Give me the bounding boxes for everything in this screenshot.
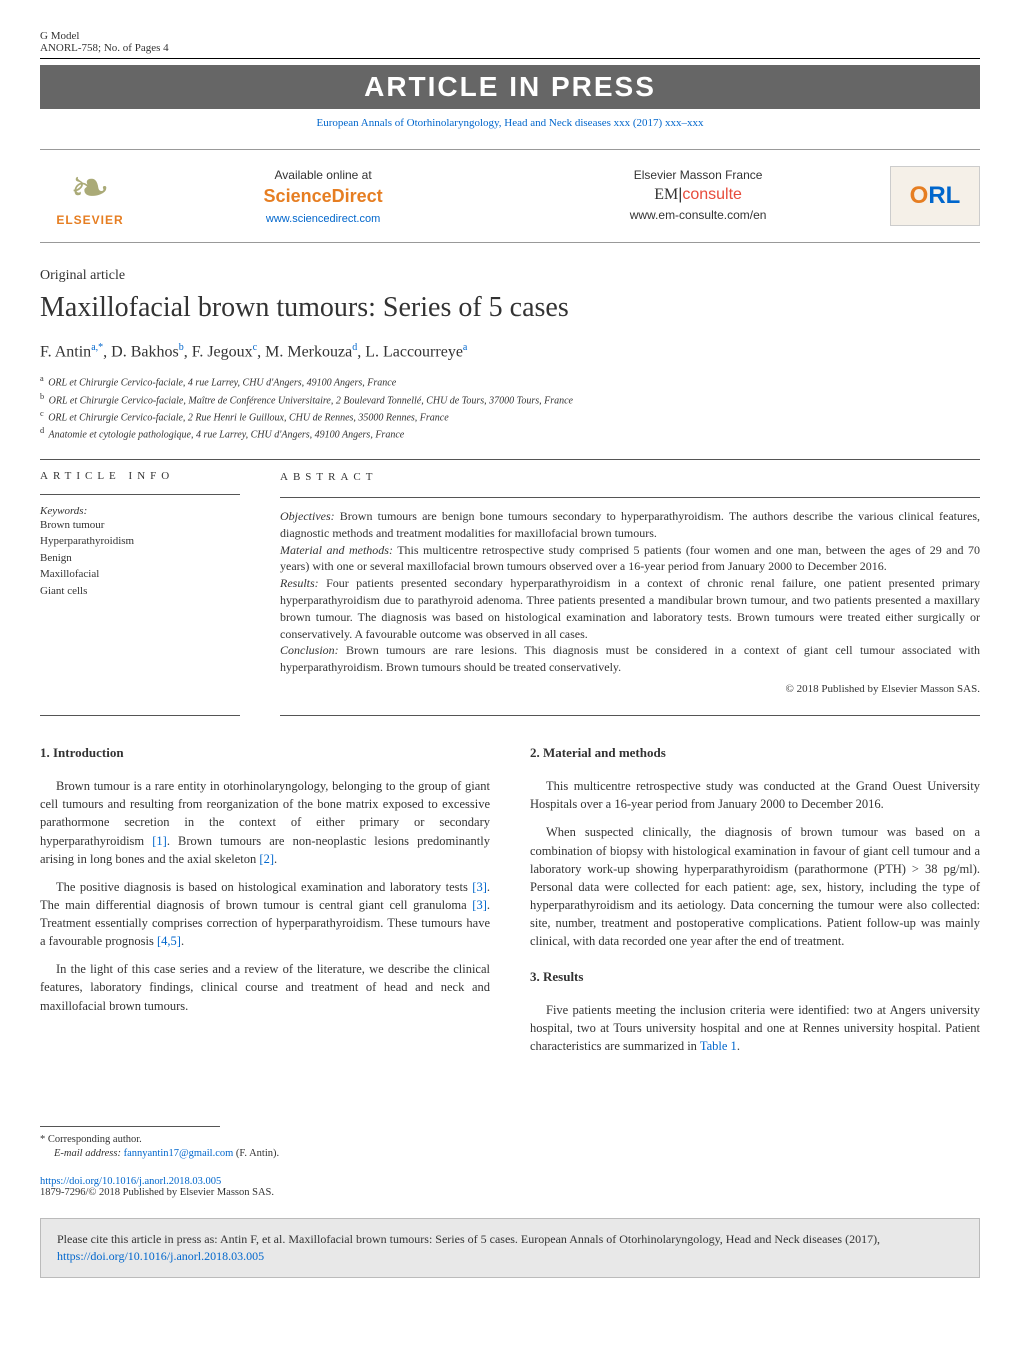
sciencedirect-link[interactable]: www.sciencedirect.com (266, 213, 380, 225)
ref-2[interactable]: [2] (259, 852, 274, 866)
gmodel-block: G Model ANORL-758; No. of Pages 4 (40, 30, 169, 54)
keywords-list: Brown tumourHyperparathyroidismBenignMax… (40, 517, 240, 600)
elsevier-logo: ❧ ELSEVIER (40, 165, 140, 227)
article-info-label: article info (40, 470, 240, 482)
email-name: (F. Antin). (233, 1148, 279, 1159)
abstract-column: abstract Objectives: Brown tumours are b… (280, 470, 980, 698)
intro-p1: Brown tumour is a rare entity in otorhin… (40, 777, 490, 868)
emconsulte-link[interactable]: www.em-consulte.com/en (630, 208, 767, 222)
sciencedirect-block: Available online at ScienceDirect www.sc… (264, 168, 383, 225)
orl-rl: RL (928, 182, 960, 209)
article-in-press-banner: ARTICLE IN PRESS (40, 65, 980, 109)
body-left-column: 1. Introduction Brown tumour is a rare e… (40, 744, 490, 1065)
abstract-objectives: Objectives: Brown tumours are benign bon… (280, 508, 980, 542)
cite-text: Please cite this article in press as: An… (57, 1232, 880, 1246)
article-title: Maxillofacial brown tumours: Series of 5… (40, 292, 980, 324)
abstract-results: Results: Four patients presented seconda… (280, 575, 980, 642)
elsevier-tree-icon: ❧ (40, 165, 140, 213)
ref-4-5[interactable]: [4,5] (157, 934, 181, 948)
emconsulte-brand: EM|consulte (630, 186, 767, 204)
keywords-label: Keywords: (40, 505, 240, 517)
cite-doi-link[interactable]: https://doi.org/10.1016/j.anorl.2018.03.… (57, 1249, 264, 1263)
intro-p2: The positive diagnosis is based on histo… (40, 878, 490, 951)
consulte-text: consulte (682, 186, 742, 203)
orl-journal-logo: ORL (890, 166, 980, 226)
methods-p1: This multicentre retrospective study was… (530, 777, 980, 813)
emconsulte-block: Elsevier Masson France EM|consulte www.e… (630, 168, 767, 225)
email-link[interactable]: fannyantin17@gmail.com (124, 1148, 234, 1159)
elsevier-masson-label: Elsevier Masson France (630, 168, 767, 182)
abstract-copyright: © 2018 Published by Elsevier Masson SAS. (280, 682, 980, 697)
table-1-link[interactable]: Table 1 (700, 1039, 737, 1053)
affiliations-list: a ORL et Chirurgie Cervico-faciale, 4 ru… (40, 373, 980, 442)
journal-citation-link[interactable]: European Annals of Otorhinolaryngology, … (40, 117, 980, 129)
abstract-label: abstract (280, 470, 980, 485)
corresponding-label: * Corresponding author. (40, 1133, 980, 1148)
article-info-column: article info Keywords: Brown tumourHyper… (40, 470, 240, 698)
authors-list: F. Antina,*, D. Bakhosb, F. Jegouxc, M. … (40, 342, 980, 361)
methods-p2: When suspected clinically, the diagnosis… (530, 823, 980, 950)
issn-copyright: 1879-7296/© 2018 Published by Elsevier M… (40, 1187, 980, 1198)
gmodel-label: G Model (40, 30, 169, 42)
methods-heading: 2. Material and methods (530, 744, 980, 763)
sciencedirect-brand: ScienceDirect (264, 186, 383, 207)
header-meta: G Model ANORL-758; No. of Pages 4 (40, 30, 980, 59)
available-online-label: Available online at (264, 168, 383, 182)
ref-1[interactable]: [1] (152, 834, 167, 848)
abstract-conclusion: Conclusion: Brown tumours are rare lesio… (280, 642, 980, 676)
corresponding-author: * Corresponding author. E-mail address: … (40, 1133, 980, 1162)
ref-3a[interactable]: [3] (472, 880, 487, 894)
article-type: Original article (40, 268, 980, 284)
results-heading: 3. Results (530, 968, 980, 987)
elsevier-name: ELSEVIER (40, 213, 140, 227)
doi-link[interactable]: https://doi.org/10.1016/j.anorl.2018.03.… (40, 1176, 221, 1187)
results-p1: Five patients meeting the inclusion crit… (530, 1001, 980, 1055)
citation-box: Please cite this article in press as: An… (40, 1218, 980, 1278)
ref-3b[interactable]: [3] (472, 898, 487, 912)
intro-p3: In the light of this case series and a r… (40, 960, 490, 1014)
em-text: EM (654, 186, 678, 203)
abstract-methods: Material and methods: This multicentre r… (280, 542, 980, 576)
publisher-panel: ❧ ELSEVIER Available online at ScienceDi… (40, 149, 980, 243)
gmodel-id: ANORL-758; No. of Pages 4 (40, 42, 169, 54)
doi-block: https://doi.org/10.1016/j.anorl.2018.03.… (40, 1176, 980, 1198)
orl-o: O (910, 182, 929, 209)
email-label: E-mail address: (54, 1148, 124, 1159)
body-right-column: 2. Material and methods This multicentre… (530, 744, 980, 1065)
introduction-heading: 1. Introduction (40, 744, 490, 763)
